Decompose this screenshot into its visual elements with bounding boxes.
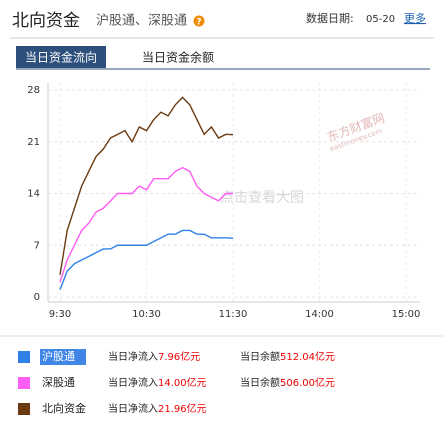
y-tick-label: 7 [34, 240, 40, 251]
legend-text: 当日余额 [240, 350, 280, 363]
legend-swatch [18, 377, 30, 389]
y-tick-label: 14 [27, 189, 40, 200]
tab-active[interactable] [16, 46, 106, 68]
y-tick-label: 21 [27, 137, 40, 148]
subtitle: 沪股通、深股通 [96, 13, 187, 29]
legend-text: 21.96 [158, 404, 187, 415]
series-line [59, 96, 234, 275]
x-tick-label: 10:30 [132, 309, 161, 320]
legend-text: 亿元 [180, 350, 200, 363]
series-line [59, 229, 234, 290]
legend-net: 当日净流入21.96亿元 [108, 402, 207, 415]
legend-text: 亿元 [315, 350, 335, 363]
legend-name: 北向资金 [42, 401, 86, 415]
legend-text: 亿元 [187, 402, 207, 415]
legend-text: 当日净流入 [108, 376, 158, 389]
legend-text: 当日余额 [240, 376, 280, 389]
title: 北向资金 [12, 11, 80, 31]
tab[interactable]: 当日资金余额 [142, 50, 214, 65]
legend-swatch [18, 351, 30, 363]
x-tick-label: 9:30 [49, 309, 71, 320]
series-line [59, 166, 233, 283]
legend-swatch [18, 403, 30, 415]
help-icon[interactable] [193, 15, 205, 27]
y-tick-label: 0 [34, 292, 40, 303]
legend-text: 亿元 [187, 376, 207, 389]
legend-text: 506.00 [280, 378, 315, 389]
x-tick-label: 14:00 [305, 309, 334, 320]
legend-text: 7.96 [158, 352, 180, 363]
x-tick-label: 11:30 [219, 309, 248, 320]
more-link[interactable]: 更多 [404, 11, 426, 25]
legend-text: 亿元 [315, 376, 335, 389]
tab[interactable]: 当日资金流向 [25, 50, 97, 65]
legend-name: 沪股通 [42, 349, 75, 363]
legend-text: 当日净流入 [108, 350, 158, 363]
date: 05-20 [366, 14, 395, 25]
legend-text: 14.00 [158, 378, 187, 389]
legend-name: 深股通 [42, 376, 75, 389]
legend-net: 当日净流入14.00亿元 [108, 376, 207, 389]
legend-balance: 当日余额506.00亿元 [240, 376, 335, 389]
help-icon-mark: ? [196, 18, 201, 28]
legend-net: 当日净流入7.96亿元 [108, 350, 200, 363]
date-label: 数据日期: [306, 11, 354, 25]
x-tick-label: 15:00 [392, 309, 421, 320]
y-tick-label: 28 [27, 85, 40, 96]
legend-text: 512.04 [280, 352, 315, 363]
legend-highlight [40, 349, 86, 365]
legend-text: 当日净流入 [108, 402, 158, 415]
legend-balance: 当日余额512.04亿元 [240, 350, 335, 363]
